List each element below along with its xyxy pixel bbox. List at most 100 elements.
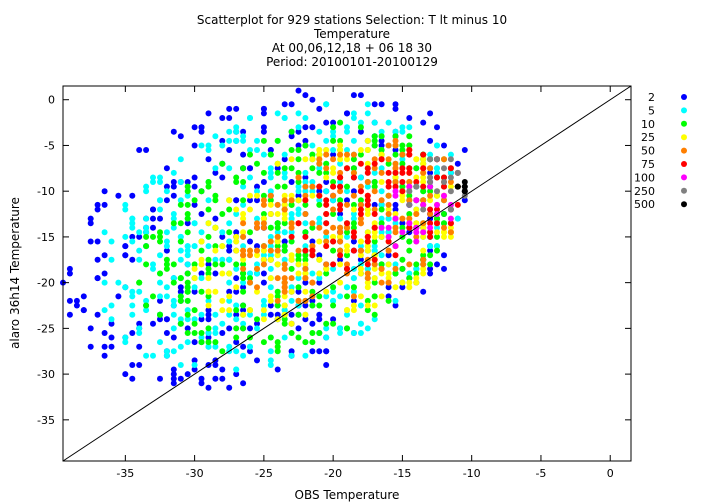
data-point (309, 238, 316, 245)
data-point (413, 275, 420, 282)
data-point (371, 211, 378, 217)
data-point (184, 183, 191, 190)
data-point (378, 215, 385, 222)
data-point (177, 375, 184, 382)
data-point (233, 238, 240, 245)
data-point (350, 215, 357, 222)
data-point (288, 297, 295, 304)
data-point (427, 169, 434, 176)
data-point (288, 330, 295, 336)
data-point (406, 124, 413, 131)
data-point (240, 307, 247, 314)
data-point (247, 270, 253, 277)
data-point (281, 238, 288, 245)
data-point (295, 288, 302, 295)
data-point (357, 197, 364, 204)
data-point (357, 124, 364, 131)
data-point (420, 256, 427, 263)
data-point (399, 284, 406, 291)
data-point (219, 366, 226, 373)
data-point (163, 348, 170, 355)
data-point (330, 128, 337, 135)
data-point (240, 265, 247, 272)
data-point (205, 233, 212, 240)
data-point (274, 169, 281, 176)
data-point (357, 92, 364, 99)
data-point (274, 243, 281, 250)
data-point (281, 156, 288, 163)
data-point (392, 229, 399, 236)
data-point (434, 188, 440, 195)
data-point (226, 343, 233, 350)
data-point (399, 183, 406, 190)
data-point (267, 169, 274, 176)
data-point (129, 311, 136, 318)
data-point (205, 302, 212, 309)
data-point (441, 211, 447, 217)
data-point (399, 220, 406, 227)
data-point (350, 174, 357, 181)
data-point (378, 165, 385, 172)
data-point (157, 311, 163, 318)
data-point (378, 206, 385, 213)
data-point (350, 156, 357, 163)
y-tick-label: -35 (37, 414, 55, 427)
data-point (267, 165, 274, 172)
data-point (309, 165, 316, 172)
y-tick-label: -20 (37, 277, 55, 290)
data-point (108, 316, 115, 323)
data-point (385, 183, 392, 190)
data-point (427, 137, 434, 144)
data-point (302, 183, 309, 190)
data-point (392, 201, 399, 208)
data-point (309, 330, 316, 336)
data-point (226, 220, 233, 227)
data-point (226, 279, 233, 286)
data-point (309, 279, 316, 286)
data-point (427, 174, 434, 181)
data-point (316, 183, 323, 190)
data-point (371, 156, 378, 163)
data-point (378, 128, 385, 135)
data-point (129, 224, 136, 231)
x-tick-label: -20 (324, 467, 342, 480)
data-point (357, 119, 364, 126)
data-point (385, 224, 392, 231)
data-point (330, 147, 337, 153)
data-point (357, 270, 364, 277)
data-point (371, 119, 378, 126)
data-point (364, 211, 371, 217)
y-tick-label: -5 (44, 139, 55, 152)
data-point (323, 147, 330, 153)
data-point (323, 288, 330, 295)
data-point (177, 220, 184, 227)
data-point (364, 137, 371, 144)
data-point (302, 220, 309, 227)
data-point (170, 128, 177, 135)
data-point (143, 224, 150, 231)
data-point (364, 325, 371, 332)
data-point (254, 188, 260, 195)
data-point (302, 247, 309, 254)
data-point (447, 183, 454, 190)
data-point (170, 192, 177, 199)
data-point (302, 252, 309, 259)
data-point (399, 147, 406, 153)
data-point (163, 352, 170, 359)
data-point (129, 293, 136, 300)
data-point (240, 302, 247, 309)
data-point (434, 174, 440, 181)
data-point (177, 233, 184, 240)
data-point (337, 137, 344, 144)
data-point (309, 192, 316, 199)
data-point (413, 183, 420, 190)
data-point (191, 357, 198, 364)
data-point (385, 215, 392, 222)
data-point (219, 320, 226, 327)
data-point (184, 188, 191, 195)
data-point (316, 197, 323, 204)
data-point (447, 224, 454, 231)
x-tick-label: -10 (463, 467, 481, 480)
data-point (350, 229, 357, 236)
data-point (233, 316, 240, 323)
